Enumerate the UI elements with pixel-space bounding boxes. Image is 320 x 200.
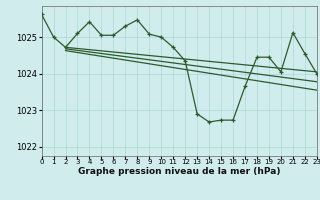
X-axis label: Graphe pression niveau de la mer (hPa): Graphe pression niveau de la mer (hPa) (78, 167, 280, 176)
